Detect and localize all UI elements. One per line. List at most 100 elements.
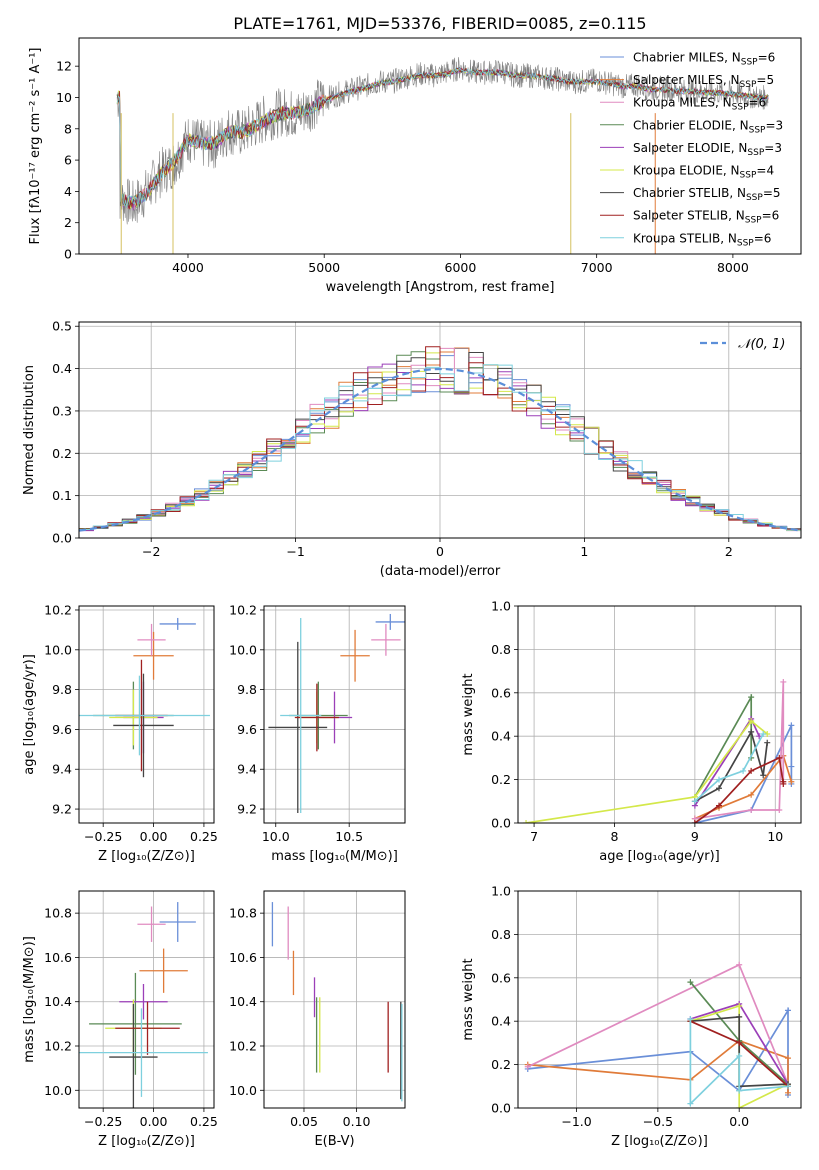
y-tick-label: 10.0 — [229, 1083, 257, 1098]
plot-area — [79, 346, 801, 533]
weight-marker — [784, 1055, 791, 1062]
x-axis-label: Z [log₁₀(Z/Z⊙)] — [611, 1134, 708, 1149]
gaussian-curve — [79, 367, 801, 532]
weight-marker — [740, 767, 747, 774]
x-tick-label: 5000 — [308, 260, 340, 275]
y-tick-label: 0.5 — [52, 319, 72, 334]
weight-marker — [687, 979, 694, 986]
plot-area — [523, 678, 795, 823]
x-tick-label: −1.0 — [561, 1114, 591, 1129]
y-tick-label: 0.1 — [52, 488, 72, 503]
legend-entry: Kroupa ELODIE, NSSP=4 — [633, 164, 774, 181]
y-tick-label: 10.6 — [44, 950, 72, 965]
y-axis-label: Flux [fλ10⁻¹⁷ erg cm⁻² s⁻¹ A⁻¹] — [28, 48, 43, 245]
weight-marker — [715, 785, 722, 792]
model-spectrum-line — [116, 66, 769, 209]
x-axis-label: wavelength [Angstrom, rest frame] — [326, 280, 555, 295]
y-tick-label: 0.0 — [491, 1101, 511, 1116]
legend: 𝒩(0, 1) — [700, 337, 785, 352]
weight-marker — [687, 1100, 694, 1107]
y-tick-label: 9.8 — [237, 682, 257, 697]
legend-subscript: SSP — [732, 103, 749, 113]
y-tick-label: 0.2 — [491, 772, 511, 787]
weight-marker — [748, 806, 755, 813]
weight-series-line — [694, 733, 764, 802]
plot-area — [268, 613, 405, 814]
legend-text: Kroupa ELODIE, N — [633, 164, 740, 178]
x-tick-label: 6000 — [445, 260, 477, 275]
plot-area — [271, 902, 403, 1102]
weight-marker — [748, 694, 755, 701]
weight-series-line — [694, 725, 793, 823]
weight-marker — [760, 772, 767, 779]
axes-frame — [78, 321, 802, 539]
legend-entry: Salpeter STELIB, NSSP=6 — [633, 209, 779, 226]
y-tick-label: 9.8 — [52, 682, 72, 697]
y-tick-label: 10.2 — [229, 602, 257, 617]
y-tick-label: 4 — [64, 184, 72, 199]
x-axis-label: (data-model)/error — [380, 564, 501, 579]
y-tick-label: 1.0 — [491, 884, 511, 899]
legend-entry: Salpeter MILES, NSSP=5 — [633, 73, 774, 90]
y-tick-label: 0.4 — [491, 1014, 511, 1029]
plot-area — [524, 961, 791, 1108]
weight-marker — [691, 798, 698, 805]
legend-text: Salpeter STELIB, N — [633, 209, 745, 223]
x-axis-label: age [log₁₀(age/yr)] — [599, 849, 720, 864]
legend-text: =5 — [756, 73, 774, 87]
weight-marker — [748, 791, 755, 798]
x-tick-label: 0 — [436, 544, 444, 559]
weight-marker — [788, 763, 795, 770]
x-tick-label: 7 — [530, 829, 538, 844]
weight-marker — [776, 754, 783, 761]
x-axis-label: Z [log₁₀(Z/Z⊙)] — [98, 849, 195, 864]
weight-marker — [523, 820, 530, 823]
legend-text: Chabrier STELIB, N — [633, 186, 746, 200]
y-axis-label: mass [log₁₀(M/M⊙)] — [22, 936, 37, 1063]
x-tick-label: −1 — [286, 544, 304, 559]
x-tick-label: 0.05 — [290, 1114, 318, 1129]
x-tick-label: 0.25 — [190, 1114, 218, 1129]
legend-text: =6 — [754, 231, 772, 245]
plot-area — [116, 57, 769, 254]
y-tick-label: 0.4 — [491, 729, 511, 744]
x-tick-label: −2 — [142, 544, 160, 559]
legend-text: Chabrier MILES, N — [633, 51, 741, 65]
figure-title: PLATE=1761, MJD=53376, FIBERID=0085, z=0… — [233, 14, 646, 33]
y-tick-label: 0.2 — [491, 1057, 511, 1072]
panel-weight_vs_age: 7 8 9 10 0.0 0.2 0.4 0.6 0.8 1.0 age [log₁₀(age/yr… — [461, 599, 802, 864]
weight-marker — [715, 776, 722, 783]
y-tick-label: 9.2 — [52, 802, 72, 817]
y-tick-label: 0.6 — [491, 685, 511, 700]
x-tick-label: −0.25 — [84, 829, 122, 844]
y-tick-label: 0.4 — [52, 361, 72, 376]
legend-text: =3 — [764, 141, 782, 155]
x-tick-label: −0.5 — [643, 1114, 673, 1129]
y-tick-label: 9.6 — [237, 722, 257, 737]
weight-marker — [687, 1016, 694, 1023]
x-tick-label: 0.00 — [140, 1114, 168, 1129]
x-axis-label: Z [log₁₀(Z/Z⊙)] — [98, 1134, 195, 1149]
weight-marker — [748, 767, 755, 774]
weight-marker — [524, 1063, 531, 1070]
weight-marker — [784, 1083, 791, 1090]
weight-marker — [691, 820, 698, 823]
weight-marker — [736, 1039, 743, 1046]
legend-text: Kroupa MILES, N — [633, 96, 732, 110]
y-tick-label: 10.0 — [44, 642, 72, 657]
y-tick-label: 0.8 — [491, 642, 511, 657]
weight-marker — [760, 731, 767, 738]
legend-text: =6 — [749, 96, 767, 110]
axes-frame — [78, 605, 215, 824]
legend-entry: Chabrier STELIB, NSSP=5 — [633, 186, 781, 203]
y-tick-label: 2 — [64, 215, 72, 230]
weight-marker — [748, 728, 755, 735]
weight-marker — [736, 1003, 743, 1010]
legend-subscript: SSP — [740, 80, 757, 90]
weight-marker — [784, 1089, 791, 1096]
x-tick-label: 9 — [691, 829, 699, 844]
legend-text: Kroupa STELIB, N — [633, 231, 737, 245]
y-tick-label: 8 — [64, 121, 72, 136]
